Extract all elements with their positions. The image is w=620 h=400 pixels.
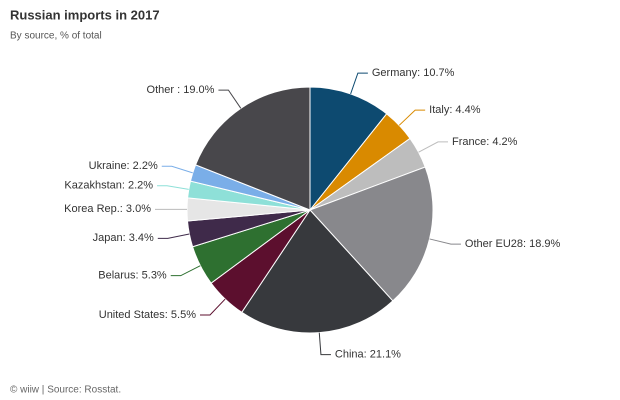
- data-label: Germany: 10.7%: [372, 67, 455, 79]
- leader-line: [350, 72, 368, 95]
- chart-title: Russian imports in 2017: [10, 7, 160, 22]
- data-label: France: 4.2%: [452, 136, 518, 148]
- pie-slice: [309, 86, 388, 212]
- leader-line: [318, 332, 331, 356]
- data-label: Other EU28: 18.9%: [465, 238, 561, 250]
- data-label: Japan: 3.4%: [93, 232, 154, 244]
- chart-subtitle: By source, % of total: [10, 31, 102, 42]
- data-label: Kazakhstan: 2.2%: [64, 180, 153, 192]
- leader-line: [429, 238, 461, 245]
- data-label: Italy: 4.4%: [429, 104, 481, 116]
- leader-line: [161, 165, 193, 174]
- data-label: China: 21.1%: [335, 348, 401, 360]
- source-note: © wiiw | Source: Rosstat.: [10, 385, 121, 396]
- data-label: Ukraine: 2.2%: [89, 160, 158, 172]
- leader-line: [157, 185, 189, 190]
- data-label: United States: 5.5%: [99, 309, 196, 321]
- leader-line: [170, 265, 201, 277]
- data-label: Other : 19.0%: [147, 84, 215, 96]
- leader-line: [398, 109, 426, 126]
- leader-line: [418, 141, 449, 153]
- leader-line: [199, 298, 226, 316]
- leader-line: [218, 89, 242, 109]
- data-label: Belarus: 5.3%: [98, 270, 167, 282]
- data-label: Korea Rep.: 3.0%: [64, 203, 151, 215]
- leader-line: [157, 233, 190, 239]
